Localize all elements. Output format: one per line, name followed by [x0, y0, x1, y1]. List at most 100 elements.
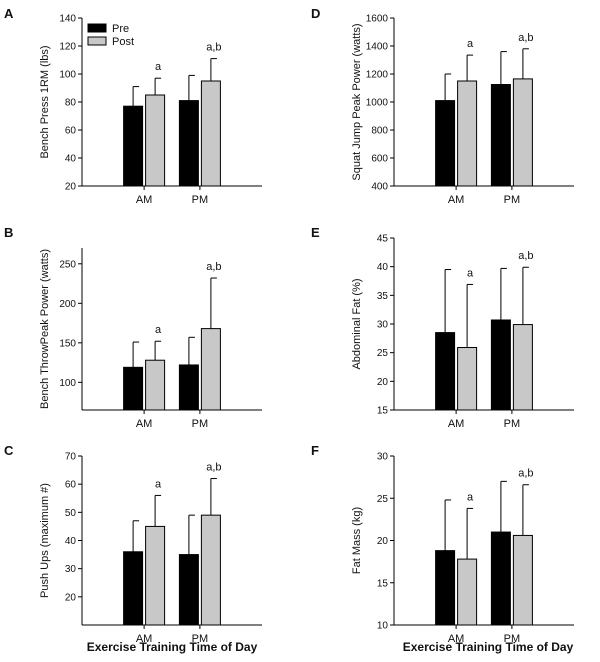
panel-c-y-tick-label: 30: [65, 564, 77, 575]
panel-a-bar-post-am: [145, 94, 166, 187]
panel-f-bar-pre-pm: [490, 531, 511, 626]
panel-f-y-label: Fat Mass (kg): [351, 507, 363, 574]
panel-d-y-tick-label: 1000: [366, 98, 389, 109]
panel-e-annotation-am: a: [467, 267, 474, 279]
panel-e-bar-pre-pm: [490, 319, 511, 411]
panel-a-y-tick-label: 140: [59, 14, 76, 25]
panel-d-y-tick-label: 600: [371, 154, 388, 165]
panel-d-bar-pre-am: [435, 100, 456, 187]
panel-b-bar-post-am: [145, 359, 166, 411]
panel-c-bar-pre-am: [123, 551, 144, 626]
panel-b-letter: B: [4, 225, 13, 240]
panel-d-letter: D: [311, 6, 320, 21]
panel-c-bar-pre-pm: [178, 554, 199, 626]
panel-d-y-tick-label: 400: [371, 182, 388, 193]
panel-c-x-tick-label-pm: PM: [192, 633, 209, 645]
panel-f-y-tick-label: 10: [377, 621, 389, 632]
panel-e-y-tick-label: 25: [377, 348, 389, 359]
panel-b-annotation-pm: a,b: [206, 261, 221, 273]
panel-d-bar-post-pm: [512, 78, 533, 187]
panel-d-y-tick-label: 1400: [366, 42, 389, 53]
panel-a-x-tick-label-pm: PM: [192, 194, 209, 206]
panel-e-y-tick-label: 30: [377, 320, 389, 331]
panel-c-x-tick-label-am: AM: [136, 633, 153, 645]
panel-d-bar-post-am: [457, 80, 478, 187]
panel-b-y-tick-label: 250: [59, 259, 76, 270]
panel-f-bar-post-am: [457, 558, 478, 626]
panel-b-y-label: Bench ThrowPeak Power (watts): [39, 249, 51, 409]
legend-swatch-post: [87, 36, 107, 46]
panel-f-bar-pre-am: [435, 550, 456, 626]
panel-a-y-label: Bench Press 1RM (lbs): [39, 45, 51, 158]
panel-e-annotation-pm: a,b: [518, 250, 533, 262]
panel-a-annotation-am: a: [155, 61, 162, 73]
panel-f-y-tick-label: 15: [377, 578, 389, 589]
panel-f-y-tick-label: 20: [377, 536, 389, 547]
x-title-left: Exercise Training Time of Day: [87, 640, 258, 654]
panel-f-x-tick-label-pm: PM: [504, 633, 521, 645]
panel-d-annotation-am: a: [467, 38, 474, 50]
panel-f-bar-post-pm: [512, 534, 533, 626]
legend-label-pre: Pre: [112, 23, 129, 35]
panel-d-x-tick-label-pm: PM: [504, 194, 521, 206]
panel-e-y-tick-label: 40: [377, 262, 389, 273]
panel-e-bar-post-am: [457, 347, 478, 411]
panel-a-bar-pre-pm: [178, 100, 199, 187]
panel-c-y-tick-label: 40: [65, 536, 77, 547]
panel-b-x-tick-label-am: AM: [136, 418, 153, 430]
panel-b-bar-pre-pm: [178, 364, 199, 411]
panel-f-annotation-am: a: [467, 491, 474, 503]
panel-f-annotation-pm: a,b: [518, 468, 533, 480]
panel-e-bar-pre-am: [435, 332, 456, 411]
panel-d-x-tick-label-am: AM: [448, 194, 465, 206]
panel-e-x-tick-label-pm: PM: [504, 418, 521, 430]
panel-b-annotation-am: a: [155, 324, 162, 336]
panel-a-annotation-pm: a,b: [206, 42, 221, 54]
panel-c-y-tick-label: 70: [65, 452, 77, 463]
panel-f-letter: F: [311, 443, 319, 458]
panel-a-letter: A: [4, 6, 14, 21]
panel-b-bar-post-pm: [200, 328, 221, 411]
panel-c-y-tick-label: 60: [65, 480, 77, 491]
panel-a-y-tick-label: 40: [65, 154, 77, 165]
panel-c-y-label: Push Ups (maximum #): [39, 483, 51, 598]
panel-c-y-tick-label: 50: [65, 508, 77, 519]
panel-a-x-tick-label-am: AM: [136, 194, 153, 206]
panel-e-y-tick-label: 15: [377, 406, 389, 417]
panel-d-annotation-pm: a,b: [518, 32, 533, 44]
panel-b-y-tick-label: 200: [59, 299, 76, 310]
panel-b-y-tick-label: 150: [59, 338, 76, 349]
panel-f-y-tick-label: 25: [377, 494, 389, 505]
panel-b-x-tick-label-pm: PM: [192, 418, 209, 430]
panel-e-y-tick-label: 20: [377, 377, 389, 388]
panel-f-x-tick-label-am: AM: [448, 633, 465, 645]
panel-e-letter: E: [311, 225, 320, 240]
panel-e-y-tick-label: 45: [377, 234, 389, 245]
panel-a-bar-pre-am: [123, 105, 144, 187]
legend-swatch-pre: [87, 23, 107, 33]
panel-d-y-tick-label: 1600: [366, 14, 389, 25]
panel-d-bar-pre-pm: [490, 84, 511, 187]
panel-a-y-tick-label: 80: [65, 98, 77, 109]
panel-a-bar-post-pm: [200, 80, 221, 187]
panel-b-y-tick-label: 100: [59, 378, 76, 389]
panel-e-x-tick-label-am: AM: [448, 418, 465, 430]
panel-f-y-tick-label: 30: [377, 452, 389, 463]
panel-a-y-tick-label: 60: [65, 126, 77, 137]
panel-c-letter: C: [4, 443, 14, 458]
panel-d-y-tick-label: 800: [371, 126, 388, 137]
panel-d-y-tick-label: 1200: [366, 70, 389, 81]
panel-c-annotation-pm: a,b: [206, 462, 221, 474]
panel-d-y-label: Squat Jump Peak Power (watts): [351, 23, 363, 180]
panel-a-y-tick-label: 100: [59, 70, 76, 81]
panel-e-bar-post-pm: [512, 324, 533, 411]
panel-c-y-tick-label: 20: [65, 592, 77, 603]
panel-c-bar-post-am: [145, 525, 166, 626]
panel-c-annotation-am: a: [155, 478, 162, 490]
panel-a-y-tick-label: 120: [59, 42, 76, 53]
panel-e-y-label: Abdominal Fat (%): [351, 278, 363, 369]
panel-c-bar-post-pm: [200, 514, 221, 626]
legend-label-post: Post: [112, 36, 134, 48]
panel-e-y-tick-label: 35: [377, 291, 389, 302]
